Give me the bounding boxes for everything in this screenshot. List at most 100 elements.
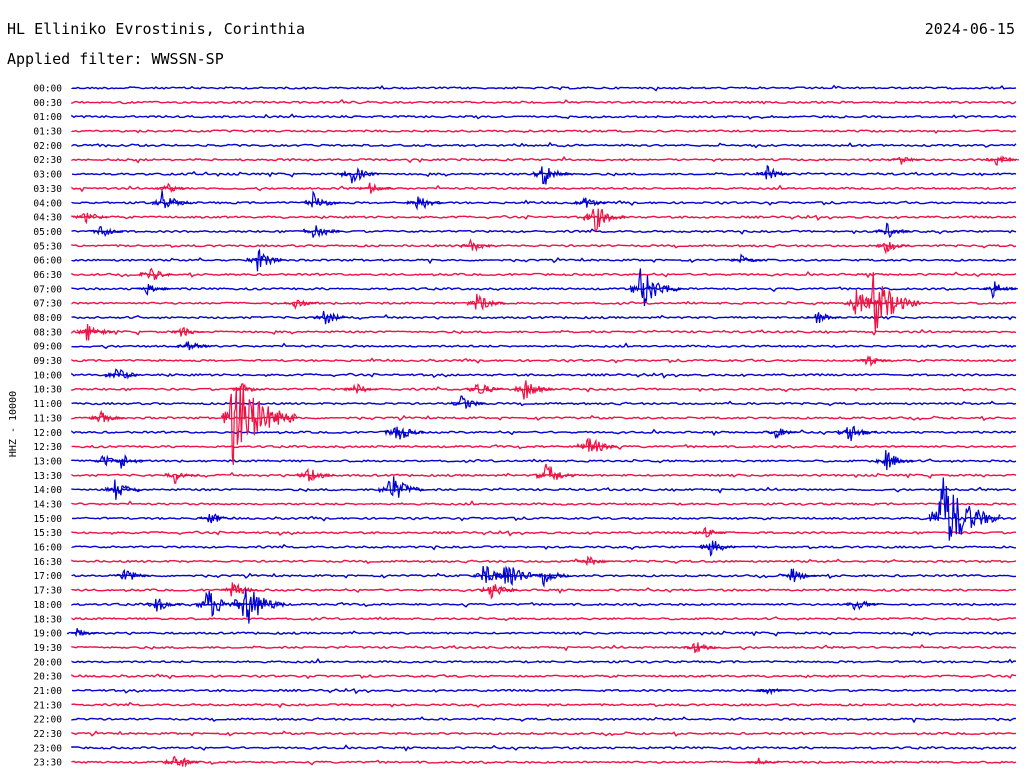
time-tick-2200: 22:00 (33, 715, 62, 726)
time-tick-1630: 16:30 (33, 557, 62, 568)
event-15 (875, 222, 911, 239)
event-31 (170, 326, 205, 337)
time-tick-2300: 23:00 (33, 743, 62, 754)
event-34 (104, 368, 141, 380)
event-44 (837, 425, 877, 441)
event-58 (576, 555, 610, 567)
trace-1400 (71, 486, 1017, 494)
event-22 (629, 268, 681, 307)
event-30 (76, 323, 114, 341)
trace-0000 (71, 84, 1017, 92)
time-tick-1130: 11:30 (33, 413, 62, 424)
event-68 (233, 588, 286, 624)
event-65 (479, 584, 518, 600)
trace-1130 (71, 414, 1017, 423)
trace-0330 (71, 184, 1017, 193)
time-tick-0830: 08:30 (33, 327, 62, 338)
trace-1630 (71, 558, 1017, 565)
trace-2200 (71, 716, 1017, 724)
event-69 (844, 600, 879, 611)
event-0 (888, 156, 922, 165)
time-tick-0230: 02:30 (33, 155, 62, 166)
time-tick-0300: 03:00 (33, 170, 62, 181)
event-8 (302, 190, 342, 208)
time-tick-1100: 11:00 (33, 399, 62, 410)
event-17 (875, 241, 910, 255)
trace-0200 (71, 141, 1017, 149)
trace-2000 (71, 657, 1017, 664)
time-tick-1500: 15:00 (33, 514, 62, 525)
event-42 (384, 426, 425, 440)
event-37 (466, 383, 503, 394)
trace-1300 (71, 458, 1017, 464)
trace-0100 (71, 113, 1017, 120)
event-25 (466, 293, 506, 312)
time-tick-0500: 05:00 (33, 227, 62, 238)
trace-0230 (71, 155, 1017, 164)
event-47 (110, 454, 147, 469)
time-tick-1330: 13:30 (33, 471, 62, 482)
event-28 (312, 310, 350, 325)
event-48 (875, 450, 915, 471)
time-tick-0130: 01:30 (33, 127, 62, 138)
event-52 (104, 479, 144, 500)
event-11 (72, 212, 109, 225)
time-tick-0530: 05:30 (33, 241, 62, 252)
event-7 (151, 190, 192, 209)
time-tick-0100: 01:00 (33, 112, 62, 123)
event-53 (378, 476, 424, 498)
event-64 (220, 582, 258, 597)
trace-0600 (71, 257, 1017, 265)
event-21 (136, 283, 170, 296)
trace-1000 (71, 372, 1017, 379)
time-tick-0200: 02:00 (33, 141, 62, 152)
time-tick-1700: 17:00 (33, 571, 62, 582)
time-tick-1400: 14:00 (33, 485, 62, 496)
event-10 (573, 197, 608, 208)
time-tick-1930: 19:30 (33, 643, 62, 654)
event-71 (683, 642, 720, 653)
trace-0400 (71, 199, 1017, 207)
event-6 (359, 182, 394, 194)
time-tick-0030: 00:30 (33, 98, 62, 109)
time-tick-0900: 09:00 (33, 342, 62, 353)
time-tick-0400: 04:00 (33, 198, 62, 209)
time-tick-0730: 07:30 (33, 299, 62, 310)
time-tick-0000: 00:00 (33, 84, 62, 95)
time-tick-0930: 09:30 (33, 356, 62, 367)
time-tick-1530: 15:30 (33, 528, 62, 539)
event-5 (154, 182, 189, 194)
trace-1900 (71, 629, 1017, 637)
trace-1230 (71, 444, 1017, 450)
time-tick-2330: 23:30 (33, 758, 62, 769)
event-70 (66, 628, 100, 638)
event-20 (138, 267, 175, 281)
station-title: HL Elliniko Evrostinis, Corinthia (7, 20, 306, 38)
trace-1430 (71, 500, 1017, 506)
time-tick-2030: 20:30 (33, 672, 62, 683)
event-27 (862, 272, 921, 332)
event-41 (220, 384, 298, 465)
event-26 (844, 289, 887, 315)
trace-2100 (71, 687, 1017, 695)
event-38 (513, 380, 554, 400)
time-tick-1830: 18:30 (33, 614, 62, 625)
event-55 (928, 477, 1001, 541)
trace-0900 (71, 342, 1017, 350)
time-tick-2230: 22:30 (33, 729, 62, 740)
event-13 (88, 226, 124, 237)
event-29 (806, 312, 841, 324)
event-50 (296, 467, 336, 482)
event-54 (198, 513, 234, 524)
trace-2030 (71, 673, 1017, 680)
trace-2330 (71, 759, 1017, 766)
trace-0430 (71, 214, 1017, 222)
event-3 (532, 166, 574, 185)
event-19 (731, 253, 764, 263)
time-tick-0800: 08:00 (33, 313, 62, 324)
event-74 (746, 757, 779, 765)
trace-0800 (71, 314, 1017, 321)
trace-0030 (71, 98, 1017, 105)
time-tick-1300: 13:00 (33, 456, 62, 467)
time-tick-0430: 04:30 (33, 213, 62, 224)
